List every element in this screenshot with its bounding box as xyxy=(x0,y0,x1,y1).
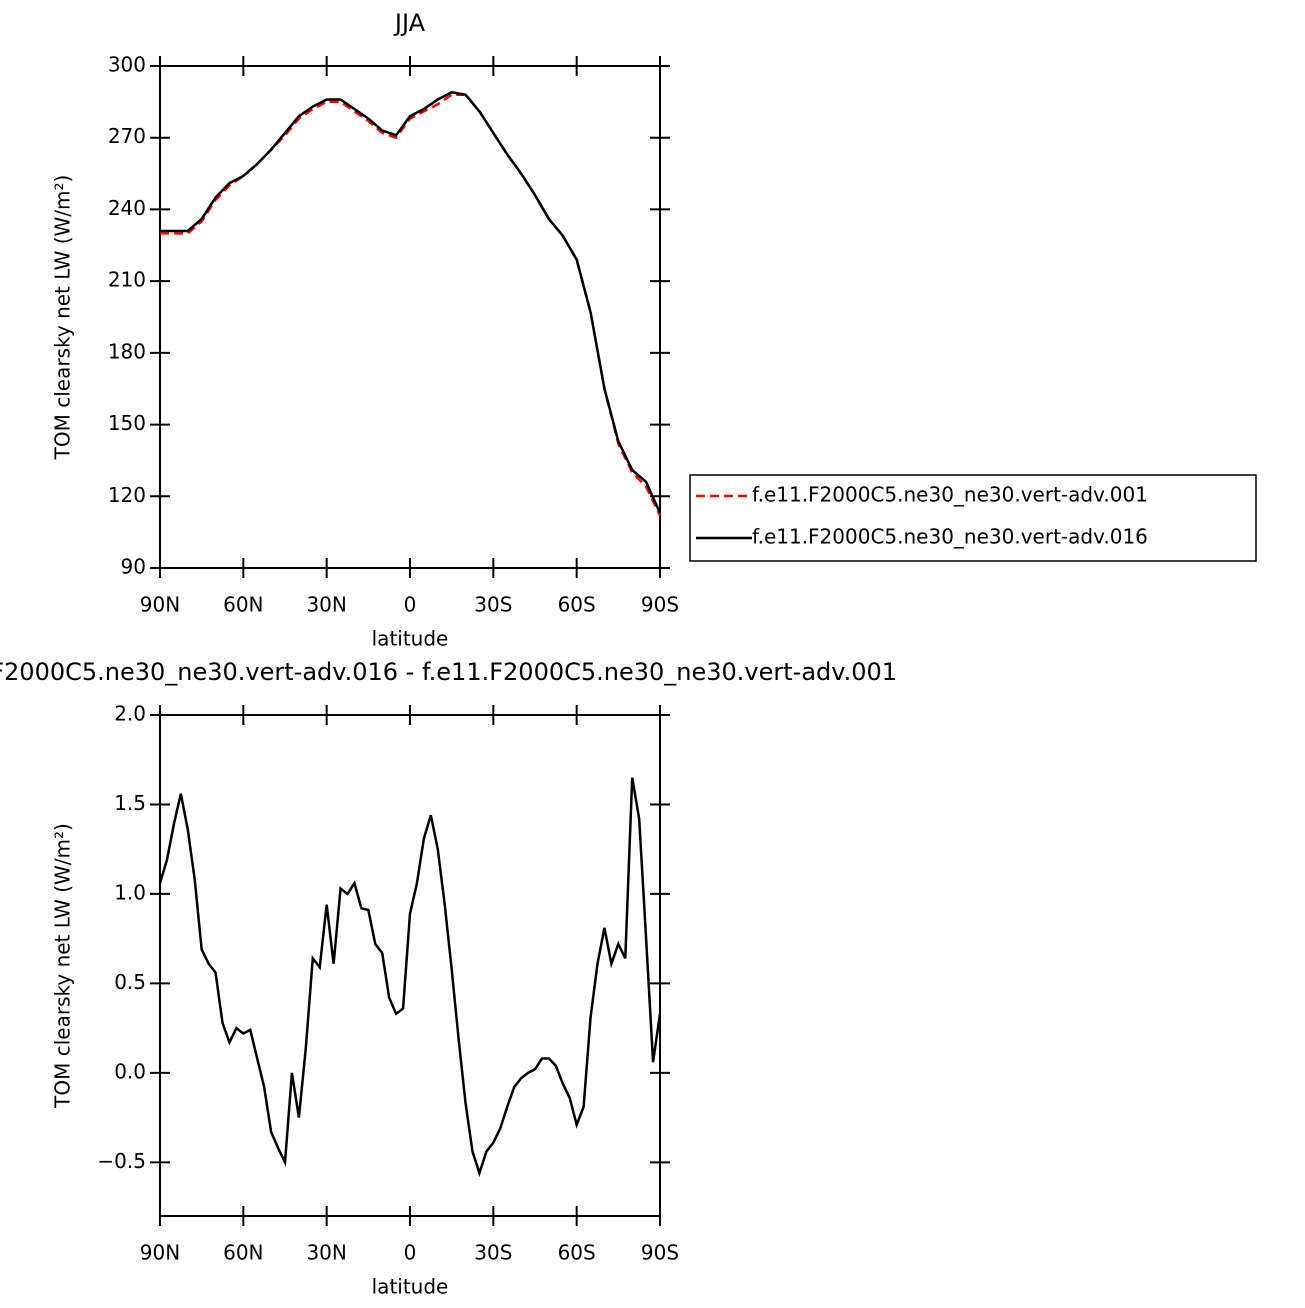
x-tick-label: 30N xyxy=(306,593,346,617)
x-tick-label: 60N xyxy=(223,593,263,617)
y-tick-label: 180 xyxy=(108,339,146,363)
y-tick-label: 210 xyxy=(108,268,146,292)
y-tick-label: 2.0 xyxy=(114,702,146,726)
y-tick-label: 1.0 xyxy=(114,880,146,904)
x-tick-label: 0 xyxy=(404,1241,417,1265)
chart-title: f.e11.F2000C5.ne30_ne30.vert-adv.016 - f… xyxy=(0,658,897,686)
y-tick-label: −0.5 xyxy=(97,1149,146,1173)
chart-title: JJA xyxy=(393,9,426,37)
y-tick-label: 270 xyxy=(108,124,146,148)
y-tick-label: 240 xyxy=(108,196,146,220)
y-tick-label: 150 xyxy=(108,411,146,435)
y-tick-label: 0.0 xyxy=(114,1059,146,1083)
legend-box xyxy=(689,474,1257,562)
x-tick-label: 0 xyxy=(404,593,417,617)
x-tick-label: 90S xyxy=(641,1241,679,1265)
x-tick-label: 30S xyxy=(474,593,512,617)
x-tick-label: 90S xyxy=(641,593,679,617)
y-tick-label: 120 xyxy=(108,483,146,507)
data-line xyxy=(160,90,662,514)
data-line xyxy=(158,777,662,1178)
y-tick-label: 300 xyxy=(108,53,146,77)
x-tick-label: 90N xyxy=(140,1241,180,1265)
y-axis-label: TOM clearsky net LW (W/m²) xyxy=(51,823,75,1109)
x-tick-label: 60S xyxy=(558,593,596,617)
plot-frame xyxy=(159,714,661,1217)
x-tick-label: 60N xyxy=(223,1241,263,1265)
x-tick-label: 60S xyxy=(558,1241,596,1265)
x-axis-label: latitude xyxy=(372,627,449,651)
y-axis-label: TOM clearsky net LW (W/m²) xyxy=(51,175,75,461)
y-tick-label: 90 xyxy=(121,555,146,579)
legend-label: f.e11.F2000C5.ne30_ne30.vert-adv.016 xyxy=(752,525,1148,549)
x-tick-label: 90N xyxy=(140,593,180,617)
y-tick-label: 0.5 xyxy=(114,970,146,994)
legend-label: f.e11.F2000C5.ne30_ne30.vert-adv.001 xyxy=(752,483,1148,507)
plot-frame xyxy=(159,65,661,569)
x-tick-label: 30N xyxy=(306,1241,346,1265)
data-line xyxy=(160,93,662,516)
x-tick-label: 30S xyxy=(474,1241,512,1265)
x-axis-label: latitude xyxy=(372,1275,449,1299)
y-tick-label: 1.5 xyxy=(114,791,146,815)
